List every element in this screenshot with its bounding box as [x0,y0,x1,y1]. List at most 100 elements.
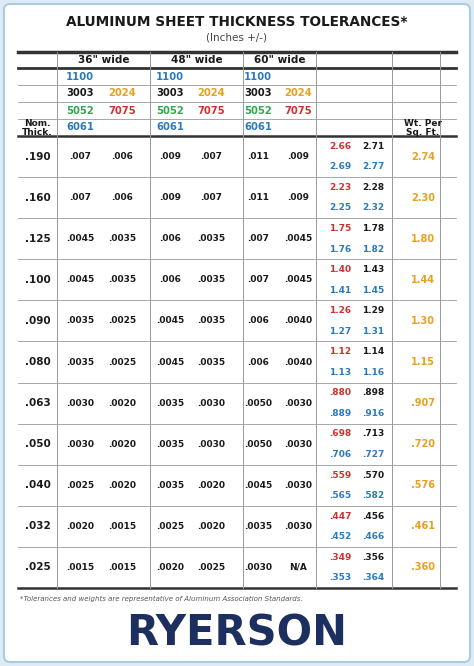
Text: 1.75: 1.75 [329,224,351,233]
Text: 1.15: 1.15 [411,357,435,367]
Text: .0035: .0035 [156,440,184,449]
Text: .0035: .0035 [197,316,225,326]
Text: .0040: .0040 [284,358,312,366]
Text: .0035: .0035 [108,234,136,243]
Text: .880: .880 [329,388,351,398]
Text: .0020: .0020 [108,481,136,490]
Text: 2.69: 2.69 [329,163,351,171]
Text: .0030: .0030 [197,398,225,408]
Text: (Inches +/-): (Inches +/-) [207,33,267,43]
Text: .364: .364 [362,573,384,582]
Text: .025: .025 [25,563,50,573]
Text: 1.14: 1.14 [362,347,384,356]
Text: .0015: .0015 [108,522,136,531]
Text: .720: .720 [411,439,435,449]
Text: .582: .582 [362,491,384,500]
Text: .0050: .0050 [244,440,272,449]
Text: .0035: .0035 [108,275,136,284]
Text: 1100: 1100 [244,71,272,81]
Text: .0025: .0025 [66,481,94,490]
Text: .0015: .0015 [108,563,136,572]
Text: .353: .353 [329,573,351,582]
Text: .032: .032 [25,521,50,531]
Text: .0030: .0030 [197,440,225,449]
Text: .0030: .0030 [244,563,272,572]
Text: .063: .063 [25,398,50,408]
Text: .006: .006 [159,234,181,243]
Text: 5052: 5052 [66,105,94,115]
Text: .0035: .0035 [66,316,94,326]
Text: .050: .050 [25,439,50,449]
Text: 1.30: 1.30 [411,316,435,326]
Text: 2.25: 2.25 [329,203,351,212]
Text: 1.13: 1.13 [329,368,351,377]
Text: 2.74: 2.74 [411,152,435,162]
Text: .007: .007 [69,152,91,161]
Text: 1100: 1100 [66,71,94,81]
Text: 1.29: 1.29 [362,306,384,315]
Text: .007: .007 [69,193,91,202]
Text: .0030: .0030 [66,398,94,408]
Text: 2024: 2024 [197,89,225,99]
Text: 7075: 7075 [108,105,136,115]
Text: .0015: .0015 [66,563,94,572]
Text: .190: .190 [25,152,50,162]
Text: .559: .559 [329,470,351,480]
Text: .0020: .0020 [108,440,136,449]
Text: .0030: .0030 [284,481,312,490]
Text: 48" wide: 48" wide [171,55,222,65]
Text: 1.78: 1.78 [362,224,384,233]
Text: 5052: 5052 [244,105,272,115]
Text: .007: .007 [247,275,269,284]
Text: 7075: 7075 [197,105,225,115]
Text: .898: .898 [362,388,384,398]
Text: .0035: .0035 [66,358,94,366]
Text: .565: .565 [329,491,351,500]
Text: .576: .576 [411,480,435,490]
Text: 1.27: 1.27 [329,327,351,336]
Text: 7075: 7075 [284,105,312,115]
Text: 1.40: 1.40 [329,265,351,274]
Text: .360: .360 [411,563,435,573]
Text: .452: .452 [329,532,351,541]
Text: .009: .009 [159,152,181,161]
Text: .006: .006 [159,275,181,284]
Text: .0025: .0025 [197,563,225,572]
Text: 6061: 6061 [66,123,94,133]
Text: .0035: .0035 [197,358,225,366]
Text: .0045: .0045 [156,316,184,326]
Text: .713: .713 [362,430,384,438]
Text: .0035: .0035 [197,234,225,243]
Text: .080: .080 [25,357,50,367]
Text: 2.32: 2.32 [362,203,384,212]
Text: .0045: .0045 [66,275,94,284]
Text: .907: .907 [411,398,435,408]
Text: Sq. Ft.: Sq. Ft. [406,128,439,137]
Text: 6061: 6061 [156,123,184,133]
Text: .0045: .0045 [284,275,312,284]
Text: .0030: .0030 [284,440,312,449]
Text: .0045: .0045 [244,481,272,490]
Text: .007: .007 [200,152,222,161]
Text: .466: .466 [362,532,384,541]
Text: 2.28: 2.28 [362,183,384,192]
Text: 2.66: 2.66 [329,142,351,151]
Text: .0035: .0035 [156,398,184,408]
Text: .0020: .0020 [156,563,184,572]
Text: 1.41: 1.41 [329,286,351,294]
Text: *Tolerances and weights are representative of Aluminum Association Standards.: *Tolerances and weights are representati… [20,596,302,602]
Text: 2.71: 2.71 [362,142,384,151]
Text: .0045: .0045 [156,358,184,366]
Text: .0045: .0045 [66,234,94,243]
Text: .160: .160 [25,192,50,202]
Text: .125: .125 [25,234,50,244]
Text: 60" wide: 60" wide [254,55,305,65]
Text: 2.23: 2.23 [329,183,351,192]
Text: .0020: .0020 [108,398,136,408]
Text: 5052: 5052 [156,105,184,115]
Text: .006: .006 [111,152,133,161]
Text: .570: .570 [362,470,384,480]
Text: .698: .698 [329,430,351,438]
Text: Thick.: Thick. [22,128,53,137]
Text: .0020: .0020 [197,522,225,531]
